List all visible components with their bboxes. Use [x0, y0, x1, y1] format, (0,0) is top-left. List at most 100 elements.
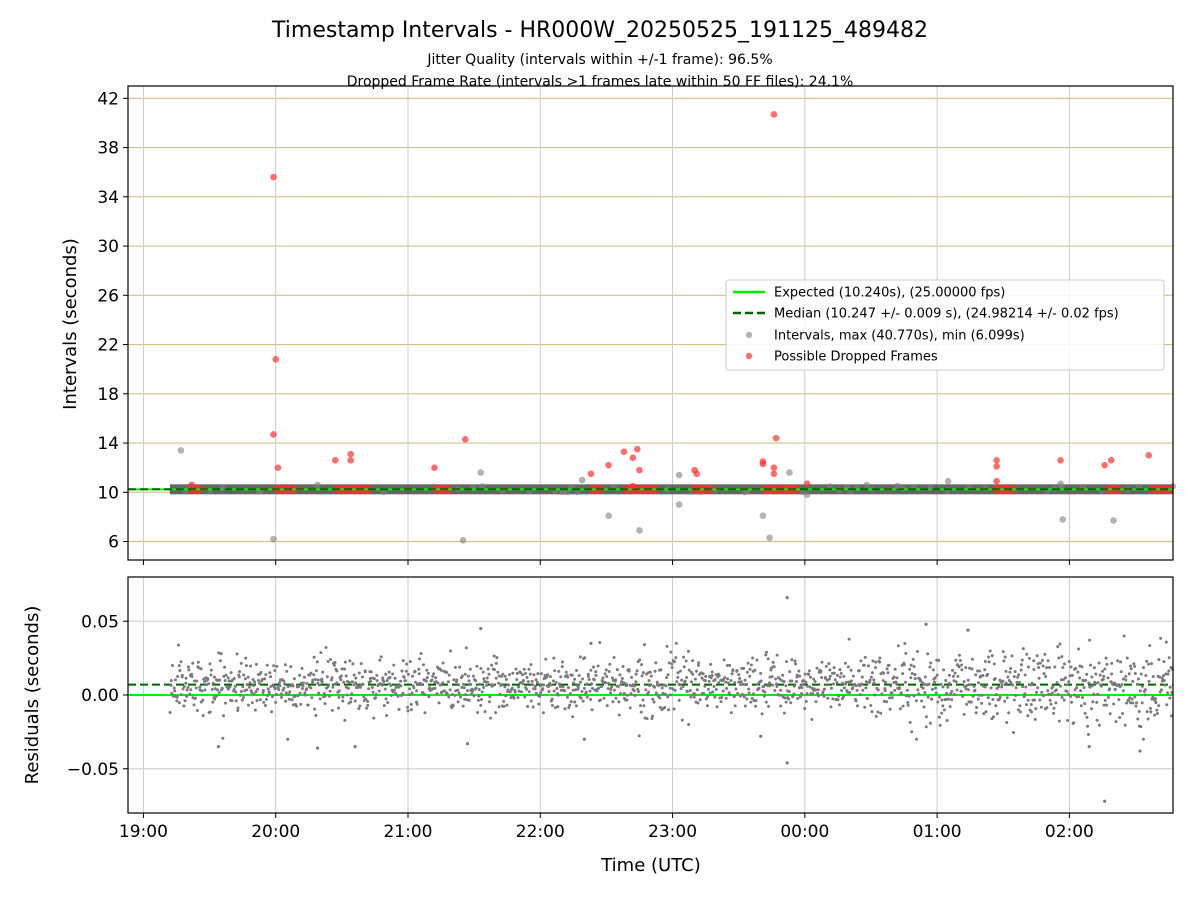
residual-point: [527, 690, 531, 694]
residual-point: [425, 676, 429, 680]
residual-point: [175, 695, 179, 699]
residual-point: [309, 686, 313, 690]
residual-point: [242, 673, 246, 677]
residual-point: [279, 692, 283, 696]
intervals-y-tick-label: 18: [97, 385, 119, 405]
residual-point: [645, 717, 649, 721]
residual-point: [762, 694, 766, 698]
residual-point: [1037, 676, 1041, 680]
residual-point: [325, 675, 329, 679]
residual-point: [732, 695, 736, 699]
residual-point: [889, 684, 893, 688]
residual-point: [399, 679, 403, 683]
residual-point: [846, 665, 850, 669]
residual-point: [592, 678, 596, 682]
residual-point: [911, 657, 915, 661]
interval-point: [863, 481, 870, 489]
residual-point: [909, 663, 913, 667]
residual-point: [178, 669, 182, 673]
residual-point: [188, 692, 192, 696]
residual-point: [1158, 675, 1162, 679]
residual-point: [305, 687, 309, 691]
residual-point: [677, 698, 681, 702]
residual-point: [495, 656, 499, 660]
residual-point: [246, 703, 250, 707]
residual-point: [1076, 670, 1080, 674]
residual-point: [937, 658, 941, 662]
residual-point: [239, 661, 243, 665]
residual-point: [393, 676, 397, 680]
residual-point: [1160, 676, 1164, 680]
residual-point: [713, 695, 717, 699]
residual-point: [882, 671, 886, 675]
residual-point: [1047, 666, 1051, 670]
residual-point: [489, 716, 493, 720]
residual-point: [450, 692, 454, 696]
interval-point: [459, 537, 467, 544]
residual-point: [708, 691, 712, 695]
residual-point: [1113, 681, 1117, 685]
residual-point: [258, 698, 262, 702]
residual-point: [670, 665, 674, 669]
residual-point: [1167, 656, 1171, 660]
residual-point: [490, 663, 494, 667]
residual-point: [214, 694, 218, 698]
residual-point: [734, 687, 738, 691]
residual-point: [494, 711, 498, 715]
x-axis-label: Time (UTC): [600, 855, 701, 876]
residual-point: [976, 681, 980, 685]
residual-point: [471, 689, 475, 693]
residual-point: [517, 685, 521, 689]
residual-point: [1120, 711, 1124, 715]
residual-point: [250, 690, 254, 694]
residual-point: [655, 680, 659, 684]
residual-point: [672, 707, 676, 711]
residual-point: [1166, 672, 1170, 676]
residual-point: [933, 676, 937, 680]
residual-point: [821, 690, 825, 694]
residual-point: [651, 697, 655, 701]
residual-point: [503, 674, 507, 678]
residual-point: [419, 651, 423, 655]
residual-point: [198, 685, 202, 689]
residual-point: [994, 704, 998, 708]
residual-point: [764, 653, 768, 657]
residual-point: [982, 712, 986, 716]
residual-point: [970, 657, 974, 661]
residual-point: [1157, 704, 1161, 708]
residual-point: [795, 673, 799, 677]
residual-point: [939, 682, 943, 686]
residual-point: [743, 704, 747, 708]
residual-point: [573, 677, 577, 681]
residual-point: [177, 664, 181, 668]
residual-point: [427, 695, 431, 699]
residual-point: [591, 665, 595, 669]
residual-point: [888, 707, 892, 711]
residual-point: [803, 707, 807, 711]
residual-point: [610, 676, 614, 680]
residual-point: [809, 675, 813, 679]
residual-point: [736, 691, 740, 695]
residual-point: [998, 695, 1002, 699]
residual-point: [650, 716, 654, 720]
residual-point: [471, 674, 475, 678]
residual-point: [757, 686, 761, 690]
residual-point: [1017, 680, 1021, 684]
residual-point: [936, 700, 940, 704]
residual-point: [224, 701, 228, 705]
residual-point: [1061, 665, 1065, 669]
residual-point: [507, 683, 511, 687]
x-tick-label: 22:00: [516, 822, 565, 842]
residual-point: [445, 671, 449, 675]
residual-point: [704, 697, 708, 701]
residual-point: [251, 678, 255, 682]
residual-point: [800, 692, 804, 696]
residual-point: [382, 679, 386, 683]
residual-point: [1166, 691, 1170, 695]
residual-point: [571, 681, 575, 685]
residual-point: [315, 660, 319, 664]
residual-point: [464, 646, 468, 650]
residual-point: [303, 693, 307, 697]
residual-point: [323, 702, 327, 706]
residual-point: [175, 699, 179, 703]
